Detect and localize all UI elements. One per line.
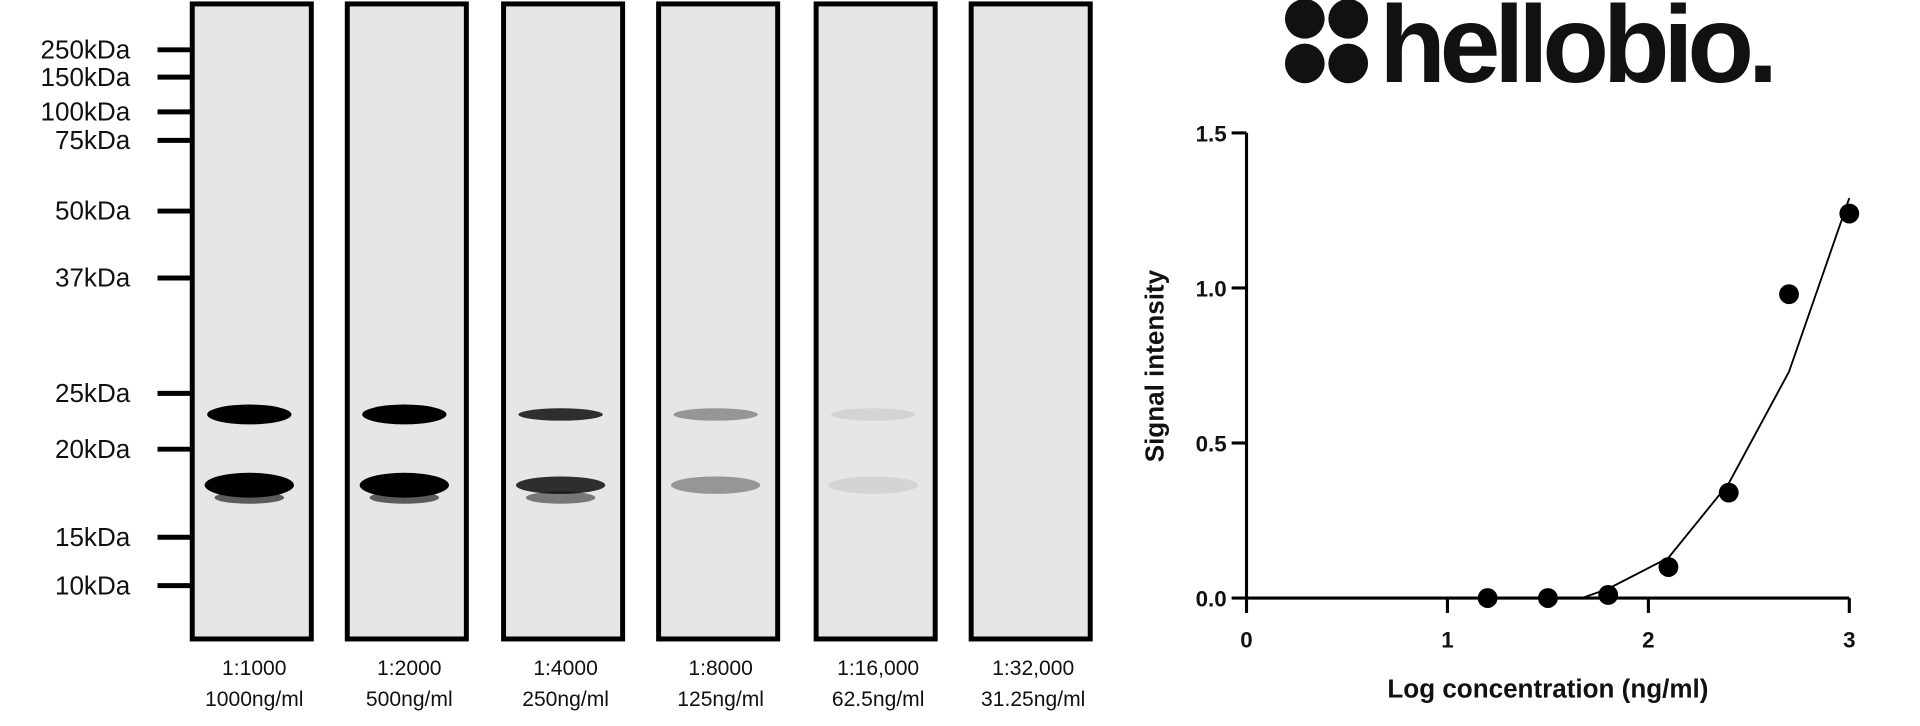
blot-lane [189, 1, 314, 642]
y-tick-label: 0.5 [1196, 432, 1227, 457]
band [828, 476, 918, 494]
lane-dilution: 1:32,000 [992, 657, 1074, 680]
lane-concentration: 250ng/ml [522, 688, 609, 711]
lane-dilution: 1:2000 [377, 657, 441, 680]
data-point [1779, 284, 1799, 305]
band [369, 491, 440, 504]
marker-label: 100kDa [40, 97, 130, 127]
x-tick-label: 3 [1843, 628, 1855, 653]
lane-dilution: 1:1000 [222, 657, 286, 680]
band [525, 491, 596, 504]
marker-label: 37kDa [55, 263, 131, 293]
blot-lane [344, 1, 469, 642]
band [359, 472, 449, 498]
logo-text: hellobio. [1379, 0, 1772, 106]
logo: hellobio. [1284, 0, 1778, 106]
band [518, 408, 603, 421]
band [515, 476, 606, 494]
marker-label: 75kDa [55, 125, 131, 155]
data-point [1537, 588, 1558, 608]
logo-dot [1328, 43, 1369, 84]
data-point [1598, 585, 1619, 605]
band [673, 408, 758, 421]
marker-label: 20kDa [55, 434, 131, 464]
blot-lane [813, 1, 938, 642]
data-point [1658, 557, 1679, 577]
lane-concentration: 500ng/ml [366, 688, 453, 711]
x-tick-label: 2 [1642, 628, 1654, 653]
blot-lane [656, 1, 781, 642]
lane-concentration: 125ng/ml [677, 688, 764, 711]
marker-label: 150kDa [40, 62, 130, 92]
lane-concentration: 31.25ng/ml [981, 688, 1085, 711]
data-point [1839, 203, 1860, 224]
fit-curve [1581, 197, 1851, 599]
lane-dilution: 1:8000 [688, 657, 752, 680]
y-axis-label: Signal intensity [1139, 269, 1169, 462]
lane-concentration: 62.5ng/ml [832, 688, 925, 711]
data-point [1477, 588, 1498, 608]
blot-lane [968, 1, 1093, 642]
band [671, 476, 761, 494]
marker-label: 15kDa [55, 522, 131, 552]
lane-dilution: 1:4000 [533, 657, 597, 680]
band [214, 491, 285, 504]
x-tick-label: 0 [1240, 628, 1252, 653]
y-tick-label: 1.5 [1196, 122, 1227, 147]
marker-label: 10kDa [55, 570, 131, 600]
x-axis-label: Log concentration (ng/ml) [1387, 673, 1708, 703]
x-tick-label: 1 [1441, 628, 1453, 653]
lane-dilution: 1:16,000 [837, 657, 919, 680]
y-tick-label: 0.0 [1196, 587, 1227, 612]
band [362, 404, 447, 425]
blot-lane [501, 1, 626, 642]
marker-label: 250kDa [40, 35, 130, 65]
logo-dot [1284, 0, 1325, 39]
band [207, 404, 292, 425]
band [831, 408, 916, 421]
logo-dot [1328, 0, 1369, 39]
lane-concentration: 1000ng/ml [205, 688, 303, 711]
marker-label: 25kDa [55, 378, 131, 408]
y-tick-label: 1.0 [1196, 277, 1227, 302]
data-point [1718, 482, 1739, 503]
band [204, 472, 294, 498]
marker-label: 50kDa [55, 196, 131, 226]
logo-dot [1284, 43, 1325, 84]
